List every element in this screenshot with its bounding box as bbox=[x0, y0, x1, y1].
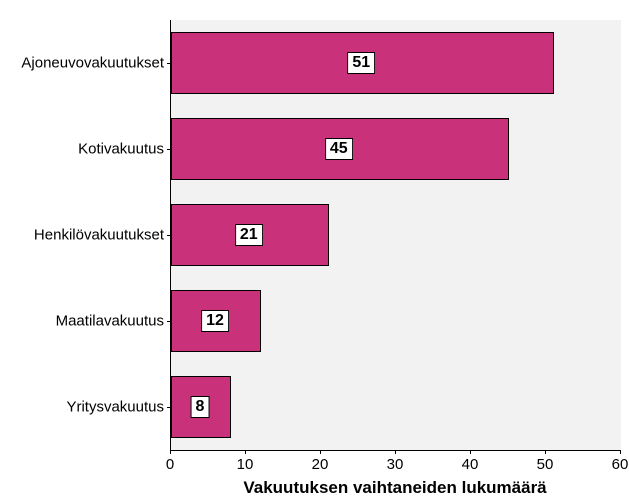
y-tick-label: Maatilavakuutus bbox=[56, 313, 164, 330]
x-tick-mark bbox=[470, 450, 471, 454]
x-tick-mark bbox=[620, 450, 621, 454]
bar-value-label: 51 bbox=[347, 52, 375, 74]
x-tick-label: 0 bbox=[166, 456, 174, 473]
x-tick-mark bbox=[395, 450, 396, 454]
bar-value-label: 45 bbox=[325, 138, 353, 160]
x-tick-mark bbox=[245, 450, 246, 454]
y-tick-label: Kotivakuutus bbox=[78, 141, 164, 158]
y-tick-label: Henkilövakuutukset bbox=[34, 227, 164, 244]
x-tick-label: 60 bbox=[612, 456, 629, 473]
x-tick-label: 20 bbox=[312, 456, 329, 473]
y-tick-label: Yritysvakuutus bbox=[66, 399, 164, 416]
x-tick-label: 40 bbox=[462, 456, 479, 473]
bar-value-label: 12 bbox=[201, 310, 229, 332]
x-tick-label: 50 bbox=[537, 456, 554, 473]
bar-value-label: 21 bbox=[235, 224, 263, 246]
bar-value-label: 8 bbox=[191, 396, 210, 418]
y-tick-label: Ajoneuvovakuutukset bbox=[21, 55, 164, 72]
x-tick-mark bbox=[320, 450, 321, 454]
x-axis-title: Vakuutuksen vaihtaneiden lukumäärä bbox=[170, 478, 620, 498]
chart-container: Vakuutuksen vaihtaneiden lukumäärä 0 10 20… bbox=[0, 0, 629, 504]
x-tick-mark bbox=[545, 450, 546, 454]
x-tick-mark bbox=[170, 450, 171, 454]
x-tick-label: 30 bbox=[387, 456, 404, 473]
x-tick-label: 10 bbox=[237, 456, 254, 473]
